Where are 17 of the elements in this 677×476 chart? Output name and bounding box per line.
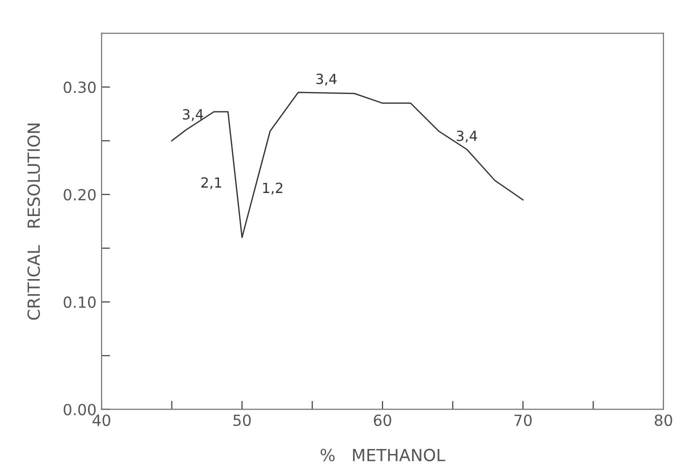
x-tick-label: 40 [92,414,110,426]
y-tick-label: 0.30 [64,82,96,94]
annotation: 1,2 [263,182,282,195]
annotation: 3,4 [316,74,337,86]
x-tick-label: 50 [233,414,251,426]
y-tick-label: 0.20 [64,188,96,200]
annotation: 3,4 [456,130,478,143]
x-tick-label: 70 [514,414,532,426]
y-tick-label: 0.10 [64,296,96,308]
x-tick-label: 80 [654,414,672,426]
y-axis-title: CRITICAL RESOLUTION [27,124,40,320]
line-series [171,92,524,238]
annotation: 2,1 [201,177,222,190]
x-axis-title: % METHANOL [320,448,446,462]
x-tick-label: 60 [374,414,392,426]
annotation: 3,4 [182,109,204,122]
y-tick-label: 0.00 [64,404,96,416]
